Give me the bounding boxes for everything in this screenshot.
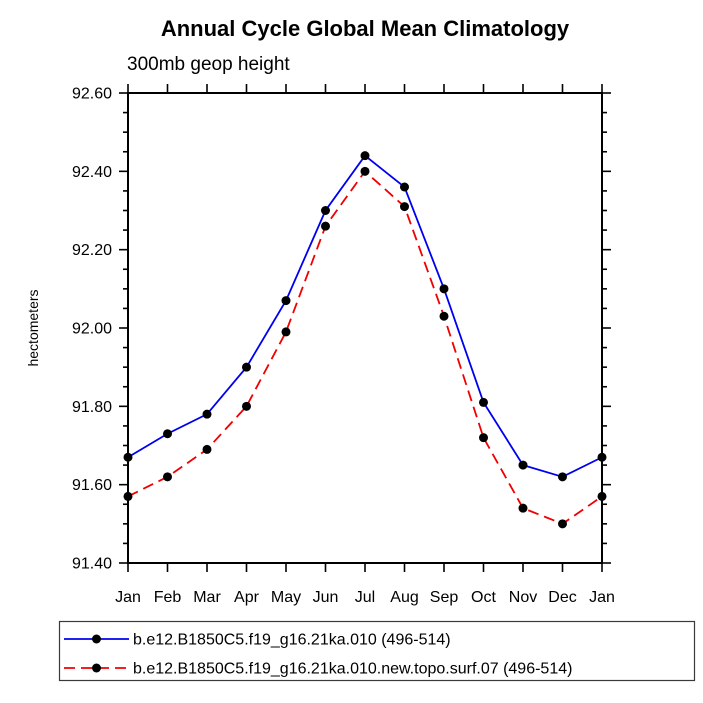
- x-tick-label: Jan: [589, 589, 615, 606]
- legend-box: [58, 620, 696, 682]
- x-tick-label: Feb: [154, 589, 182, 606]
- data-point-marker: [242, 401, 251, 411]
- x-tick-label: Mar: [193, 589, 221, 606]
- legend-marker-dot: [92, 663, 101, 673]
- data-point-marker: [479, 433, 488, 443]
- series-line-1: [127, 154, 603, 478]
- plot-border: [127, 92, 603, 564]
- x-tick-label: May: [271, 589, 301, 606]
- data-point-marker: [400, 182, 409, 192]
- data-point-marker: [123, 491, 133, 501]
- data-point-marker: [123, 452, 133, 462]
- data-point-marker: [360, 151, 370, 161]
- data-point-marker: [163, 429, 172, 439]
- x-tick-label: Nov: [509, 589, 537, 606]
- legend-entry-series2: b.e12.B1850C5.f19_g16.21ka.010.new.topo.…: [64, 661, 572, 678]
- data-point-marker: [163, 472, 172, 482]
- data-point-marker: [281, 327, 291, 337]
- data-point-marker: [558, 519, 567, 529]
- x-tick-label: Jun: [313, 589, 339, 606]
- y-tick-label: 91.60: [72, 477, 112, 494]
- series-line-2: [127, 169, 603, 525]
- data-point-marker: [400, 202, 409, 212]
- chart-title: Annual Cycle Global Mean Climatology: [161, 16, 570, 41]
- data-point-marker: [202, 444, 212, 454]
- data-point-marker: [479, 397, 488, 407]
- y-tick-label: 91.40: [72, 556, 112, 573]
- legend-marker-dot: [92, 634, 101, 644]
- data-point-marker: [202, 409, 212, 419]
- data-point-marker: [281, 296, 291, 306]
- y-tick-label: 92.00: [72, 321, 112, 338]
- chart-subtitle: 300mb geop height: [127, 54, 290, 75]
- y-tick-label: 91.80: [72, 399, 112, 416]
- data-point-marker: [360, 166, 370, 176]
- legend-label-series1: b.e12.B1850C5.f19_g16.21ka.010 (496-514): [133, 632, 451, 649]
- legend-label-series2: b.e12.B1850C5.f19_g16.21ka.010.new.topo.…: [133, 661, 572, 678]
- data-point-marker: [321, 206, 330, 215]
- data-point-marker: [242, 362, 251, 372]
- data-point-marker: [518, 503, 528, 513]
- data-point-marker: [597, 491, 607, 501]
- y-tick-label: 92.60: [72, 86, 112, 103]
- data-point-marker: [321, 221, 330, 231]
- y-tick-label: 92.20: [72, 242, 112, 259]
- legend-entry-series1: b.e12.B1850C5.f19_g16.21ka.010 (496-514): [64, 632, 451, 649]
- data-point-marker: [518, 460, 528, 470]
- x-tick-label: Jan: [115, 589, 141, 606]
- data-point-marker: [439, 284, 449, 294]
- x-tick-label: Oct: [471, 589, 496, 606]
- data-point-marker: [439, 311, 449, 321]
- y-axis-label: hectometers: [25, 289, 41, 366]
- legend: b.e12.B1850C5.f19_g16.21ka.010 (496-514)…: [58, 620, 696, 682]
- x-tick-label: Dec: [548, 589, 576, 606]
- data-point-marker: [558, 472, 567, 482]
- data-series: [123, 151, 607, 529]
- y-tick-label: 92.40: [72, 164, 112, 181]
- x-tick-label: Sep: [430, 589, 459, 606]
- x-tick-label: Jul: [355, 589, 375, 606]
- data-point-marker: [597, 452, 607, 462]
- x-tick-label: Apr: [234, 589, 260, 606]
- x-tick-label: Aug: [390, 589, 418, 606]
